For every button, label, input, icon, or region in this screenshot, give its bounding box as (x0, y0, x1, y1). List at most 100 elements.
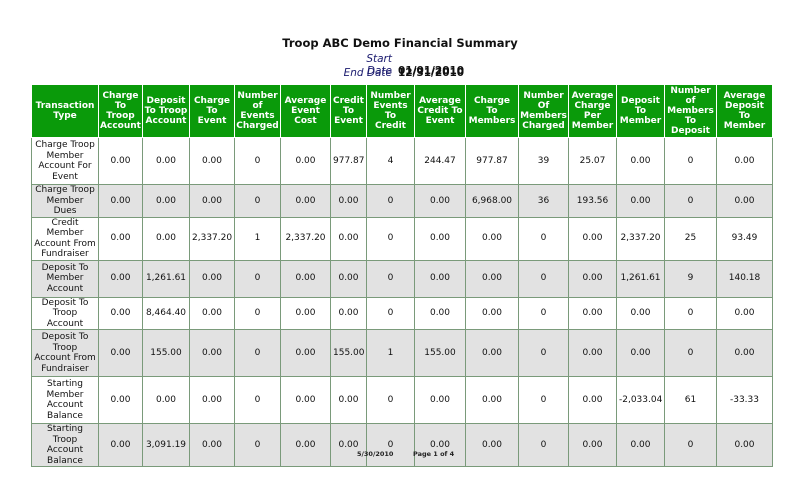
table-cell: 244.47 (414, 137, 466, 185)
end-date-value: 12/31/2010 (398, 67, 465, 79)
table-cell: 0.00 (414, 376, 466, 424)
table-cell: 0.00 (568, 216, 617, 261)
table-row: Deposit To Troop Account From Fundraiser… (31, 329, 773, 377)
transaction-type-cell: Deposit To Troop Account From Fundraiser (31, 329, 99, 377)
table-cell: 0.00 (330, 259, 367, 298)
table-cell: 0.00 (142, 184, 190, 218)
table-cell: 977.87 (330, 137, 367, 185)
table-cell: 0.00 (189, 259, 235, 298)
table-cell: 0.00 (142, 216, 190, 261)
table-cell: 0 (518, 376, 569, 424)
table-cell: 0.00 (414, 259, 466, 298)
table-cell: 36 (518, 184, 569, 218)
table-row: Deposit To Troop Account 0.00 8,464.40 0.00… (31, 296, 773, 330)
transaction-type-cell: Deposit To Troop Account (31, 296, 99, 330)
table-header-row: Transaction Type Charge To Troop Account D… (31, 84, 773, 138)
table-row: Starting Member Account Balance 0.00 0.00 0… (31, 376, 773, 424)
table-cell: 0 (234, 376, 281, 424)
table-cell: 8,464.40 (142, 296, 190, 330)
table-cell: 0.00 (716, 137, 773, 185)
table-cell: 0.00 (414, 296, 466, 330)
column-header: Charge To Troop Account (98, 84, 143, 138)
table-cell: 0.00 (280, 259, 331, 298)
table-cell: 0.00 (616, 296, 665, 330)
table-cell: 0.00 (465, 259, 519, 298)
column-header: Charge To Event (189, 84, 235, 138)
transaction-type-cell: Deposit To Member Account (31, 259, 99, 298)
table-cell: 977.87 (465, 137, 519, 185)
table-cell: 0.00 (280, 184, 331, 218)
column-header: Credit To Event (330, 84, 367, 138)
column-header: Number of Members To Deposit (664, 84, 717, 138)
table-cell: 0.00 (330, 376, 367, 424)
table-cell: 25.07 (568, 137, 617, 185)
table-cell: 1 (234, 216, 281, 261)
table-cell: 0.00 (330, 184, 367, 218)
table-cell: 0.00 (716, 296, 773, 330)
table-cell: 0.00 (280, 376, 331, 424)
table-cell: 0.00 (465, 376, 519, 424)
table-cell: 0.00 (98, 423, 143, 467)
table-cell: 0.00 (189, 329, 235, 377)
table-cell: 0 (234, 137, 281, 185)
table-cell: 1,261.61 (616, 259, 665, 298)
table-row: Credit Member Account From Fundraiser 0.0… (31, 216, 773, 261)
table-body: Charge Troop Member Account For Event 0.0… (31, 137, 773, 467)
table-cell: 4 (366, 137, 415, 185)
table-cell: 0.00 (280, 329, 331, 377)
table-row: Deposit To Member Account 0.00 1,261.61 0.0… (31, 259, 773, 298)
transaction-type-cell: Starting Troop Account Balance (31, 423, 99, 467)
table-cell: 0 (366, 216, 415, 261)
table-cell: 1 (366, 329, 415, 377)
table-cell: 0.00 (465, 329, 519, 377)
table-cell: 0.00 (280, 423, 331, 467)
table-cell: 2,337.20 (616, 216, 665, 261)
table-cell: 0 (664, 329, 717, 377)
table-cell: 0 (366, 259, 415, 298)
table-cell: 0.00 (189, 296, 235, 330)
start-date-label: Start Date (366, 53, 392, 77)
table-cell: 155.00 (142, 329, 190, 377)
column-header: Deposit To Troop Account (142, 84, 190, 138)
table-cell: 0.00 (568, 376, 617, 424)
table-cell: 0.00 (465, 216, 519, 261)
table-cell: 0.00 (280, 296, 331, 330)
column-header: Charge To Members (465, 84, 519, 138)
table-cell: 93.49 (716, 216, 773, 261)
table-cell: 0.00 (142, 376, 190, 424)
table-cell: 0.00 (98, 259, 143, 298)
column-header: Number Events To Credit (366, 84, 415, 138)
table-cell: 0.00 (716, 329, 773, 377)
start-date-value: 01/01/2010 (398, 65, 465, 77)
table-row: Charge Troop Member Account For Event 0.0… (31, 137, 773, 185)
transaction-type-cell: Starting Member Account Balance (31, 376, 99, 424)
table-cell: 61 (664, 376, 717, 424)
table-cell: 2,337.20 (280, 216, 331, 261)
table-cell: 1,261.61 (142, 259, 190, 298)
start-date-row: Start Date 01/01/2010 (340, 53, 464, 77)
table-cell: 0.00 (98, 329, 143, 377)
table-cell: 0 (234, 184, 281, 218)
table-cell: 0 (366, 184, 415, 218)
table-cell: 0.00 (189, 137, 235, 185)
table-cell: 0 (518, 329, 569, 377)
table-cell: 0.00 (716, 184, 773, 218)
table-cell: 0.00 (414, 423, 466, 467)
column-header: Average Event Cost (280, 84, 331, 138)
table-cell: 0 (664, 137, 717, 185)
table-cell: 0.00 (98, 296, 143, 330)
column-header: Average Deposit To Member (716, 84, 773, 138)
table-cell: 0.00 (568, 259, 617, 298)
table-cell: 0.00 (189, 376, 235, 424)
transaction-type-cell: Charge Troop Member Dues (31, 184, 99, 218)
table-cell: 0.00 (568, 423, 617, 467)
footer-page-number: Page 1 of 4 (413, 450, 455, 458)
table-cell: 0.00 (98, 137, 143, 185)
transaction-type-cell: Credit Member Account From Fundraiser (31, 216, 99, 261)
table-cell: 0 (366, 296, 415, 330)
table-cell: 0.00 (189, 184, 235, 218)
column-header: Transaction Type (31, 84, 99, 138)
table-cell: 0.00 (330, 296, 367, 330)
column-header: Average Credit To Event (414, 84, 466, 138)
table-cell: 0 (366, 376, 415, 424)
